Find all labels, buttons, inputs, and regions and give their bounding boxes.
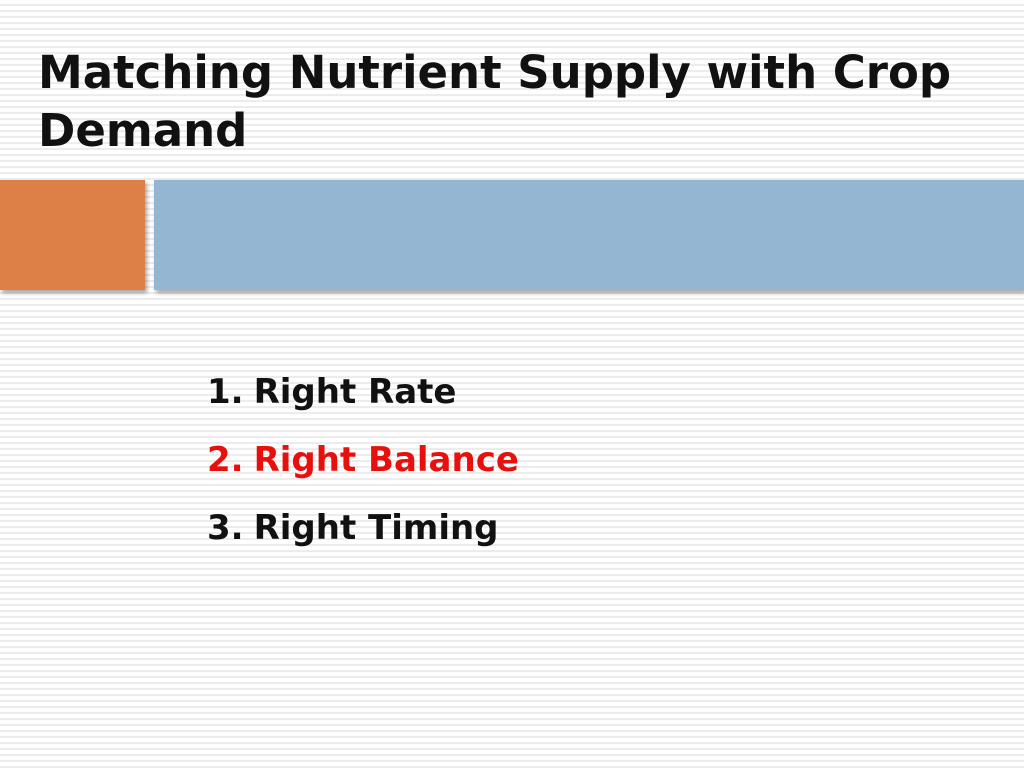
accent-block (0, 180, 145, 290)
banner-bar (154, 180, 1024, 290)
item-text: Right Timing (253, 508, 499, 548)
slide-title: Matching Nutrient Supply with Crop Deman… (38, 46, 952, 157)
list-item: 1. Right Rate (207, 358, 519, 426)
item-text: Right Rate (253, 372, 457, 412)
item-list: 1. Right Rate 2. Right Balance 3. Right Tim… (207, 358, 519, 562)
item-number: 3. (207, 508, 244, 548)
item-number: 2. (207, 440, 244, 480)
item-number: 1. (207, 372, 244, 412)
list-item: 2. Right Balance (207, 426, 519, 494)
item-text: Right Balance (253, 440, 519, 480)
list-item: 3. Right Timing (207, 494, 519, 562)
